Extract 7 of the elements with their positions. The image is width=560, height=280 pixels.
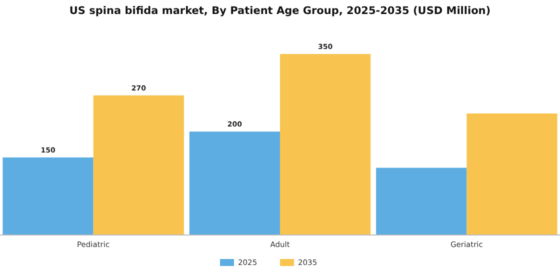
bar (376, 168, 467, 235)
bar (280, 54, 371, 235)
bar (93, 95, 184, 235)
bar (2, 157, 94, 235)
bar (466, 113, 558, 235)
bar (189, 132, 280, 235)
chart-title: US spina bifida market, By Patient Age Group, 2025-2035 (USD Million) (69, 5, 491, 17)
